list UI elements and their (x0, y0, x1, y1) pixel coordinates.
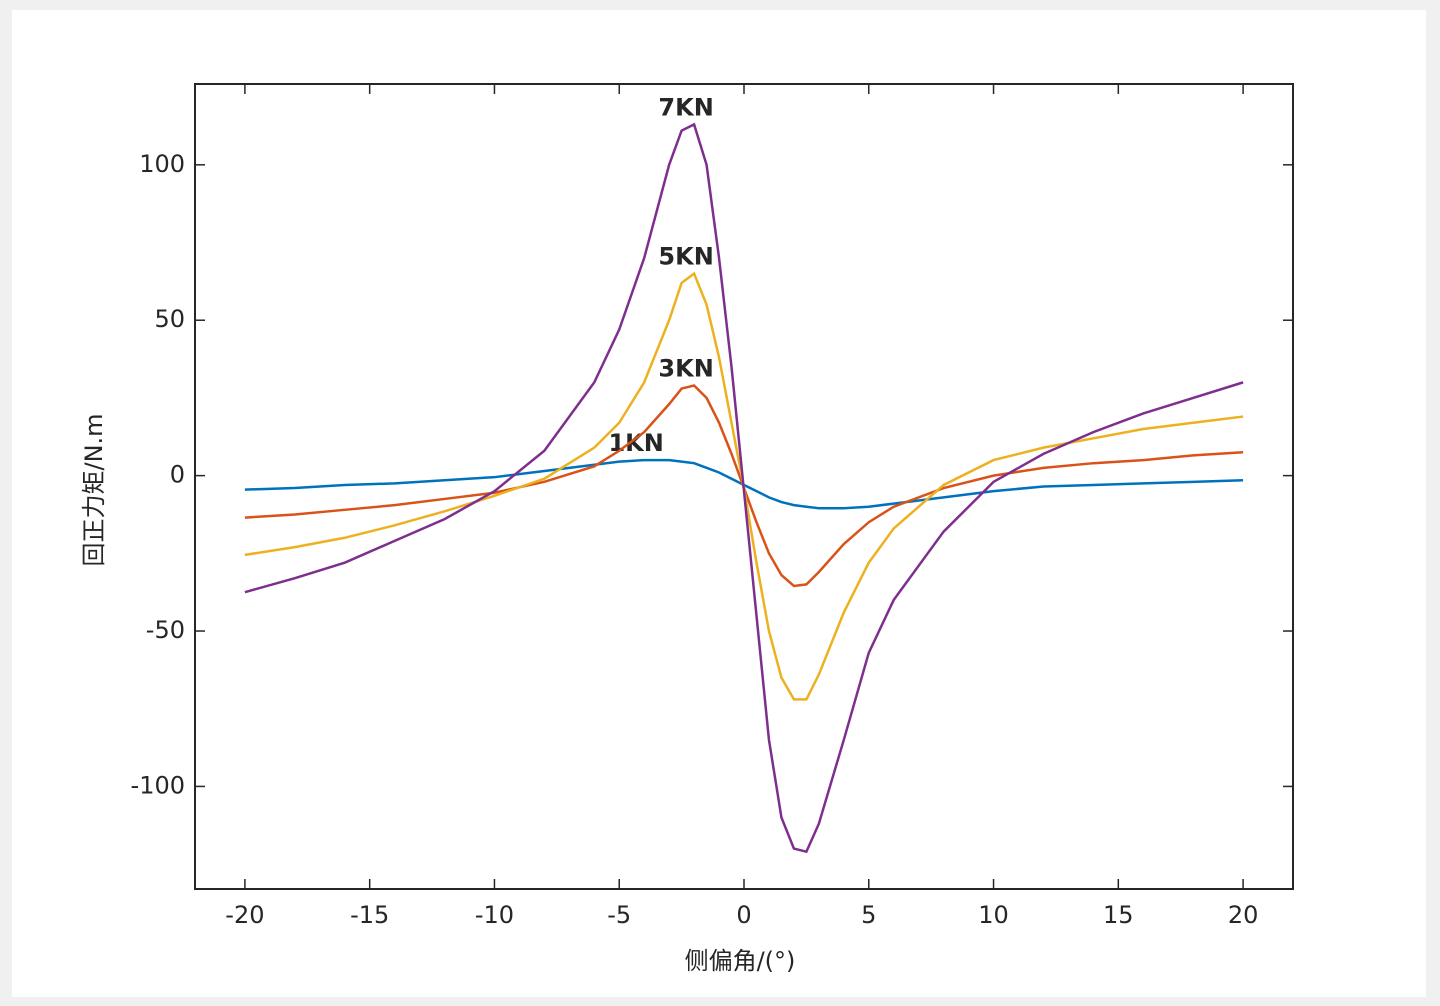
series-label: 7KN (658, 93, 713, 121)
figure-background (12, 10, 1426, 997)
x-tick-label: -15 (350, 901, 389, 929)
x-tick-label: -10 (475, 901, 514, 929)
series-line (244, 122, 1244, 854)
y-axis-label: 回正力矩/N.m (80, 413, 108, 566)
series-label: 5KN (658, 243, 713, 271)
y-tick-label: -100 (131, 771, 185, 799)
x-tick-label: 20 (1228, 901, 1259, 929)
x-tick-label: 0 (736, 901, 751, 929)
x-axis-label: 侧偏角/(°) (685, 947, 796, 975)
x-tick-label: -20 (225, 901, 264, 929)
x-tick-label: 15 (1103, 901, 1134, 929)
y-tick-label: 0 (170, 461, 185, 489)
y-tick-label: 100 (139, 150, 185, 178)
x-tick-label: 10 (978, 901, 1009, 929)
y-tick-label: 50 (154, 305, 185, 333)
x-tick-label: 5 (861, 901, 876, 929)
series-label: 3KN (658, 354, 713, 382)
y-tick-label: -50 (146, 616, 185, 644)
x-tick-label: -5 (607, 901, 631, 929)
plot-frame (194, 83, 1294, 890)
